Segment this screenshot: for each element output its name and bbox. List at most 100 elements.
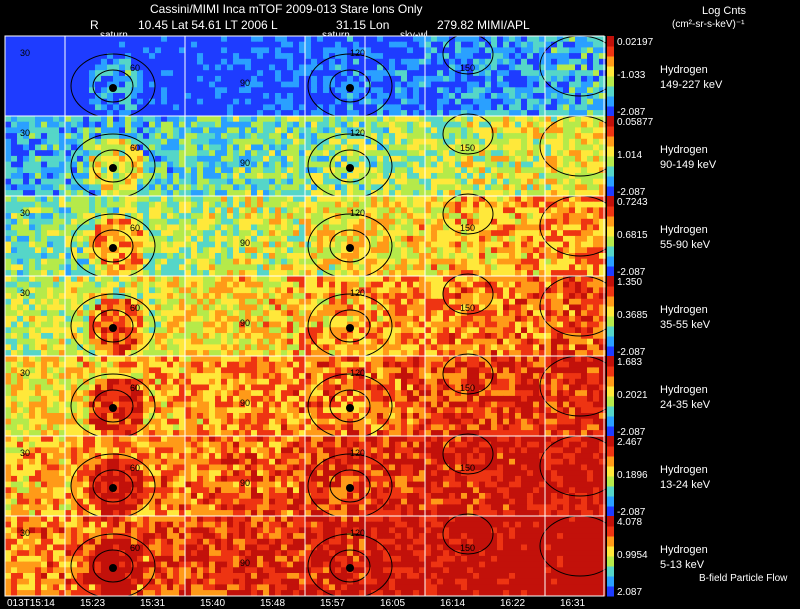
header-mimi: 279.82 MIMI/APL: [437, 18, 530, 32]
contour-label: 60: [130, 63, 140, 73]
colorbar-max-label: 0.05877: [617, 117, 654, 128]
heatmap-panel: 30 60 90 120 150: [5, 273, 621, 359]
contour-label: 60: [130, 303, 140, 313]
contour-line: [92, 309, 134, 343]
colorbar: [607, 356, 614, 437]
time-tick-label: 16:22: [500, 598, 526, 609]
contour-line: [329, 549, 371, 583]
heatmap-panel: 30 60 90 120 150: [5, 353, 621, 439]
contour-line: [329, 389, 371, 423]
contour-label: 60: [130, 143, 140, 153]
time-tick-label: 16:31: [560, 598, 586, 609]
contour-label: 60: [130, 543, 140, 553]
time-tick-label: 15:48: [260, 598, 286, 609]
energy-label: 35-55 keV: [660, 319, 711, 331]
contour-label: 150: [460, 383, 475, 393]
species-label: Hydrogen: [660, 304, 708, 316]
contour-label: 90: [240, 398, 250, 408]
colorbar-mid-label: 0.1896: [617, 470, 648, 481]
contour-label: 90: [240, 238, 250, 248]
contour-label: 90: [240, 158, 250, 168]
colorbar: [607, 196, 614, 277]
contour-label: 120: [350, 368, 365, 378]
colorbar-min-label: -2.087: [617, 187, 646, 198]
colorbar: [607, 116, 614, 197]
header-position-values: 10.45 Lat 54.61 LT 2006 L: [138, 18, 278, 32]
colorbar-max-label: 1.683: [617, 357, 643, 368]
colorbar-min-label: 2.087: [617, 587, 643, 598]
contour-line: [442, 193, 494, 235]
energy-label: 55-90 keV: [660, 239, 711, 251]
contour-line: [70, 533, 156, 599]
contour-label: 120: [350, 528, 365, 538]
colorbar-min-label: -2.087: [617, 267, 646, 278]
contour-line: [442, 433, 494, 475]
saturn-marker: [346, 484, 354, 492]
contour-label: 30: [20, 208, 30, 218]
saturn-marker: [346, 244, 354, 252]
colorbar-mid-label: 0.2021: [617, 390, 648, 401]
colorbar-mid-label: -1.033: [617, 70, 646, 81]
contour-label: 60: [130, 223, 140, 233]
legend-title: Log Cnts: [702, 5, 747, 17]
contour-label: 90: [240, 558, 250, 568]
colorbar-mid-label: 0.9954: [617, 550, 648, 561]
colorbar-max-label: 1.350: [617, 277, 643, 288]
contour-label: 30: [20, 368, 30, 378]
contour-line: [92, 149, 134, 183]
contour-label: 150: [460, 463, 475, 473]
header-r-label: R: [90, 18, 99, 32]
heatmap-panel: 30 60 90 120 150: [5, 433, 621, 519]
colorbar: [607, 36, 614, 117]
contour-line: [442, 33, 494, 75]
contour-label: 120: [350, 288, 365, 298]
contour-line: [92, 549, 134, 583]
energy-label: 5-13 keV: [660, 559, 705, 571]
colorbar-min-label: -2.087: [617, 507, 646, 518]
contour-label: 120: [350, 448, 365, 458]
colorbar-max-label: 0.02197: [617, 37, 654, 48]
colorbar-mid-label: 0.3685: [617, 310, 648, 321]
energy-label: 149-227 keV: [660, 79, 723, 91]
contour-line: [92, 69, 134, 103]
contour-label: 90: [240, 318, 250, 328]
saturn-marker: [109, 164, 117, 172]
contour-line: [329, 69, 371, 103]
contour-label: 60: [130, 383, 140, 393]
contour-line: [92, 389, 134, 423]
species-label: Hydrogen: [660, 64, 708, 76]
saturn-marker: [109, 84, 117, 92]
saturn-marker: [109, 244, 117, 252]
species-label: Hydrogen: [660, 384, 708, 396]
time-start-label: 013T15:14: [7, 598, 55, 609]
colorbar: [607, 516, 614, 597]
colorbar: [607, 276, 614, 357]
time-tick-label: 15:23: [80, 598, 106, 609]
contour-line: [442, 273, 494, 315]
contour-label: 150: [460, 223, 475, 233]
contour-label: 60: [130, 463, 140, 473]
colorbar-min-label: -2.087: [617, 427, 646, 438]
contour-label: 30: [20, 448, 30, 458]
time-tick-label: 15:31: [140, 598, 166, 609]
colorbar-max-label: 0.7243: [617, 197, 648, 208]
species-label: Hydrogen: [660, 144, 708, 156]
contour-line: [329, 149, 371, 183]
contour-line: [307, 533, 393, 599]
colorbar-mid-label: 1.014: [617, 150, 643, 161]
time-tick-label: 15:57: [320, 598, 346, 609]
energy-label: 24-35 keV: [660, 399, 711, 411]
contour-label: 120: [350, 48, 365, 58]
contour-label: 30: [20, 128, 30, 138]
contour-label: 150: [460, 543, 475, 553]
contour-line: [329, 229, 371, 263]
contour-line: [442, 353, 494, 395]
contour-label: 90: [240, 78, 250, 88]
contour-label: 150: [460, 303, 475, 313]
saturn-marker: [109, 404, 117, 412]
time-tick-label: 15:40: [200, 598, 226, 609]
saturn-marker: [109, 484, 117, 492]
energy-label: 90-149 keV: [660, 159, 717, 171]
saturn-marker: [346, 84, 354, 92]
